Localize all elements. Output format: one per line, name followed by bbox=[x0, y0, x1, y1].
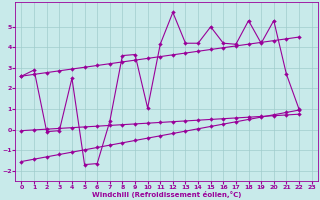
X-axis label: Windchill (Refroidissement éolien,°C): Windchill (Refroidissement éolien,°C) bbox=[92, 191, 241, 198]
